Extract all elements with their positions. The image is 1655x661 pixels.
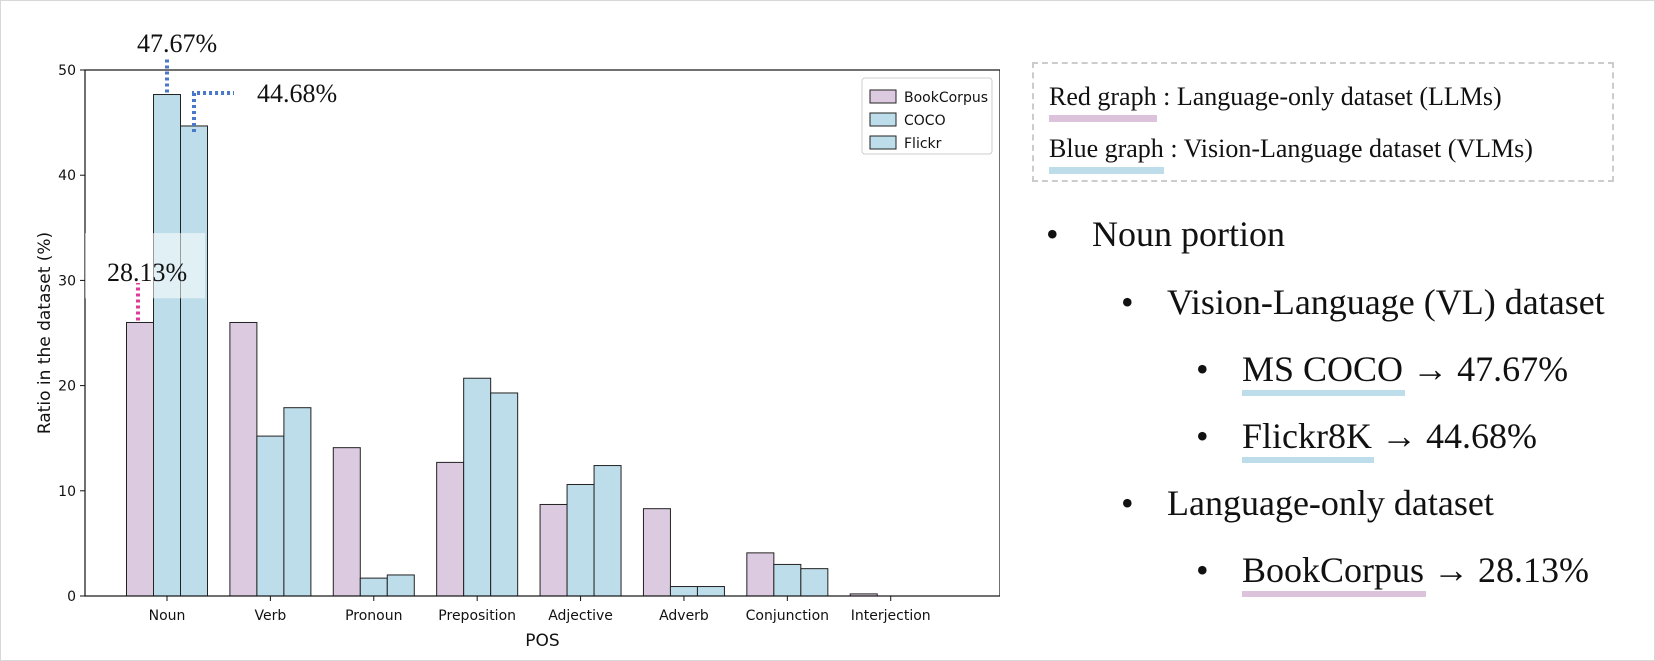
ms-coco-value: → 47.67% (1403, 349, 1569, 389)
blue-graph-description: : Vision-Language dataset (VLMs) (1163, 134, 1533, 163)
bar-bookcorpus-pronoun (332, 447, 361, 597)
y-axis-title: Ratio in the dataset (%) (35, 232, 55, 434)
legend-label: COCO (904, 113, 946, 129)
bar-flickr-conjunction (800, 568, 829, 597)
flickr-noun-annotation: 44.68% (257, 79, 337, 108)
bar-flickr-noun (180, 125, 208, 597)
x-tick-label: Interjection (851, 608, 931, 624)
bullet-marker: • (1196, 416, 1209, 456)
bar-coco-verb (256, 435, 285, 597)
plot-frame (84, 69, 1000, 597)
pos-bar-chart: Noun Verb Pronoun Preposition Adjective Adver… (35, 29, 1000, 651)
bullet-marker: • (1196, 550, 1209, 590)
bullet-marker: • (1196, 349, 1209, 389)
x-tick-label: Adverb (659, 608, 709, 624)
x-tick-label: Noun (149, 608, 186, 624)
blue-graph-key: Blue graph (1049, 134, 1164, 174)
y-tick-label: 20 (58, 379, 76, 395)
bar-coco-adjective (566, 483, 595, 597)
bullet-marker: • (1121, 282, 1134, 322)
bar-coco-conjunction (773, 563, 802, 597)
flickr8k-value: → 44.68% (1372, 416, 1537, 456)
bar-bookcorpus-noun (126, 321, 154, 597)
bookcorpus-value: → 28.13% (1424, 550, 1590, 590)
summary-item-flickr8k: • Flickr8K → 44.68% (1196, 415, 1537, 463)
bar-bookcorpus-conjunction (746, 552, 775, 597)
legend-label: Flickr (904, 136, 942, 152)
color-key-note: Red graph : Language-only dataset (LLMs)… (1032, 62, 1614, 182)
bar-bookcorpus-adjective (539, 503, 568, 597)
legend-label: BookCorpus (904, 90, 988, 106)
bar-flickr-adjective (593, 465, 622, 597)
blue-graph-note: Blue graph : Vision-Language dataset (VL… (1049, 134, 1533, 174)
x-tick-label: Adjective (548, 608, 613, 624)
summary-item-ms-coco: • MS COCO → 47.67% (1196, 348, 1569, 396)
y-tick-label: 0 (67, 589, 76, 605)
x-tick-label: Pronoun (345, 608, 402, 624)
chart-legend: BookCorpus COCO Flickr (861, 77, 993, 155)
noun-portion-heading: Noun portion (1092, 214, 1285, 254)
flickr8k-label: Flickr8K (1242, 416, 1374, 463)
y-tick-label: 40 (58, 168, 76, 184)
bookcorpus-noun-annotation: 28.13% (107, 258, 187, 287)
bookcorpus-label: BookCorpus (1242, 550, 1427, 597)
language-only-heading: Language-only dataset (1167, 483, 1494, 523)
y-tick-label: 50 (58, 63, 76, 79)
legend-swatch (869, 112, 897, 127)
red-graph-key: Red graph (1049, 82, 1157, 122)
flickr-annotation-leader (192, 91, 234, 132)
summary-item-vl-dataset: • Vision-Language (VL) dataset (1121, 281, 1605, 323)
legend-swatch (869, 135, 897, 150)
bar-flickr-verb (283, 407, 312, 597)
red-graph-note: Red graph : Language-only dataset (LLMs) (1049, 82, 1502, 122)
y-tick-label: 30 (58, 273, 76, 289)
coco-noun-annotation: 47.67% (137, 29, 217, 58)
bullet-marker: • (1121, 483, 1134, 523)
red-graph-description: : Language-only dataset (LLMs) (1156, 82, 1502, 111)
label-highlight-band (85, 233, 205, 299)
bar-coco-preposition (463, 377, 492, 597)
x-tick-label: Preposition (438, 608, 516, 624)
bar-coco-noun (153, 94, 181, 597)
x-axis-title: POS (525, 631, 559, 651)
bar-coco-pronoun (359, 577, 388, 597)
vl-dataset-heading: Vision-Language (VL) dataset (1167, 282, 1605, 322)
bar-bookcorpus-preposition (436, 461, 465, 597)
bar-flickr-pronoun (386, 574, 415, 597)
x-tick-label: Verb (255, 608, 287, 624)
bar-bookcorpus-verb (229, 321, 258, 597)
bar-coco-adverb (669, 586, 698, 597)
ms-coco-label: MS COCO (1242, 349, 1406, 396)
summary-item-noun-portion: • Noun portion (1046, 213, 1285, 255)
bar-flickr-adverb (696, 586, 725, 597)
x-tick-label: Conjunction (746, 608, 829, 624)
legend-swatch (869, 89, 897, 104)
y-tick-label: 10 (58, 484, 76, 500)
bar-bookcorpus-adverb (642, 508, 671, 597)
bullet-marker: • (1046, 214, 1059, 254)
bar-flickr-preposition (490, 392, 519, 597)
summary-item-language-only: • Language-only dataset (1121, 482, 1494, 524)
summary-item-bookcorpus: • BookCorpus → 28.13% (1196, 549, 1590, 597)
